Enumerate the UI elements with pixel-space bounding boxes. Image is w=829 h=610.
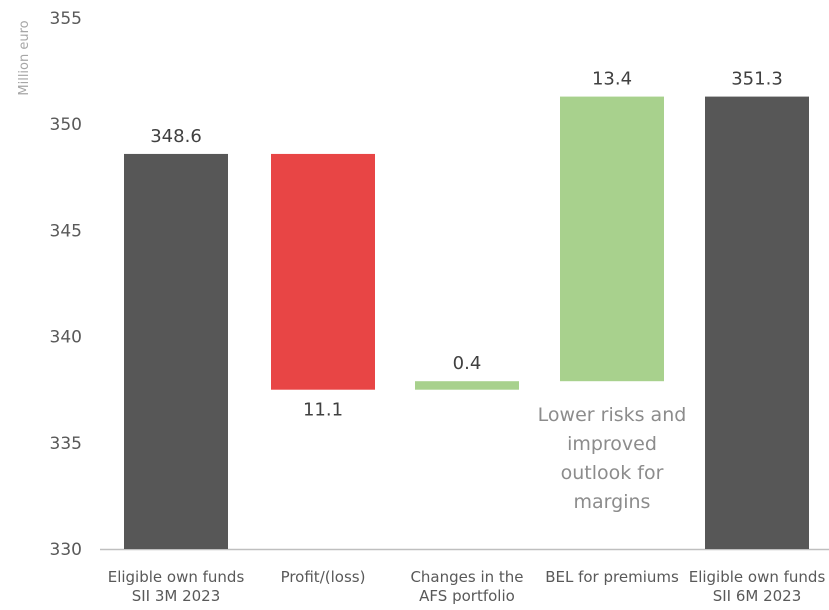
y-axis-title: Million euro — [17, 20, 32, 95]
bar-value-label: 0.4 — [453, 353, 482, 374]
bar-value-label: 11.1 — [303, 400, 343, 421]
bars-group — [124, 96, 809, 549]
y-tick-label: 345 — [50, 221, 82, 241]
x-category-label: SII 3M 2023 — [132, 587, 221, 605]
bar-value-label: 351.3 — [731, 69, 783, 90]
x-category-label: Eligible own funds — [689, 568, 826, 586]
bar-increase — [560, 96, 664, 382]
x-category-label: BEL for premiums — [545, 568, 679, 586]
y-tick-label: 355 — [50, 9, 82, 29]
x-category-label: SII 6M 2023 — [713, 587, 802, 605]
bar-decrease — [271, 153, 375, 390]
bar-total — [124, 153, 228, 549]
x-category-label: AFS portfolio — [419, 587, 515, 605]
axis-group: Million euro 330 335 340 345 350 355 Eligible o… — [17, 9, 829, 605]
annotation-text: Lower risks and — [538, 404, 687, 426]
annotation-text: margins — [574, 491, 651, 513]
bar-increase — [415, 381, 519, 390]
y-tick-label: 340 — [50, 328, 82, 348]
annotation-text: outlook for — [561, 462, 664, 484]
bar-value-label: 13.4 — [592, 69, 632, 90]
bar-total — [705, 96, 809, 549]
labels-group: 348.6 11.1 0.4 13.4 351.3 Lower risks and impr… — [150, 69, 783, 513]
x-category-label: Changes in the — [410, 568, 523, 586]
x-category-label: Eligible own funds — [108, 568, 245, 586]
y-tick-label: 335 — [50, 434, 82, 454]
y-tick-label: 330 — [50, 540, 82, 560]
y-tick-label: 350 — [50, 115, 82, 135]
bar-value-label: 348.6 — [150, 126, 202, 147]
annotation-text: improved — [567, 433, 657, 455]
x-category-label: Profit/(loss) — [281, 568, 366, 586]
